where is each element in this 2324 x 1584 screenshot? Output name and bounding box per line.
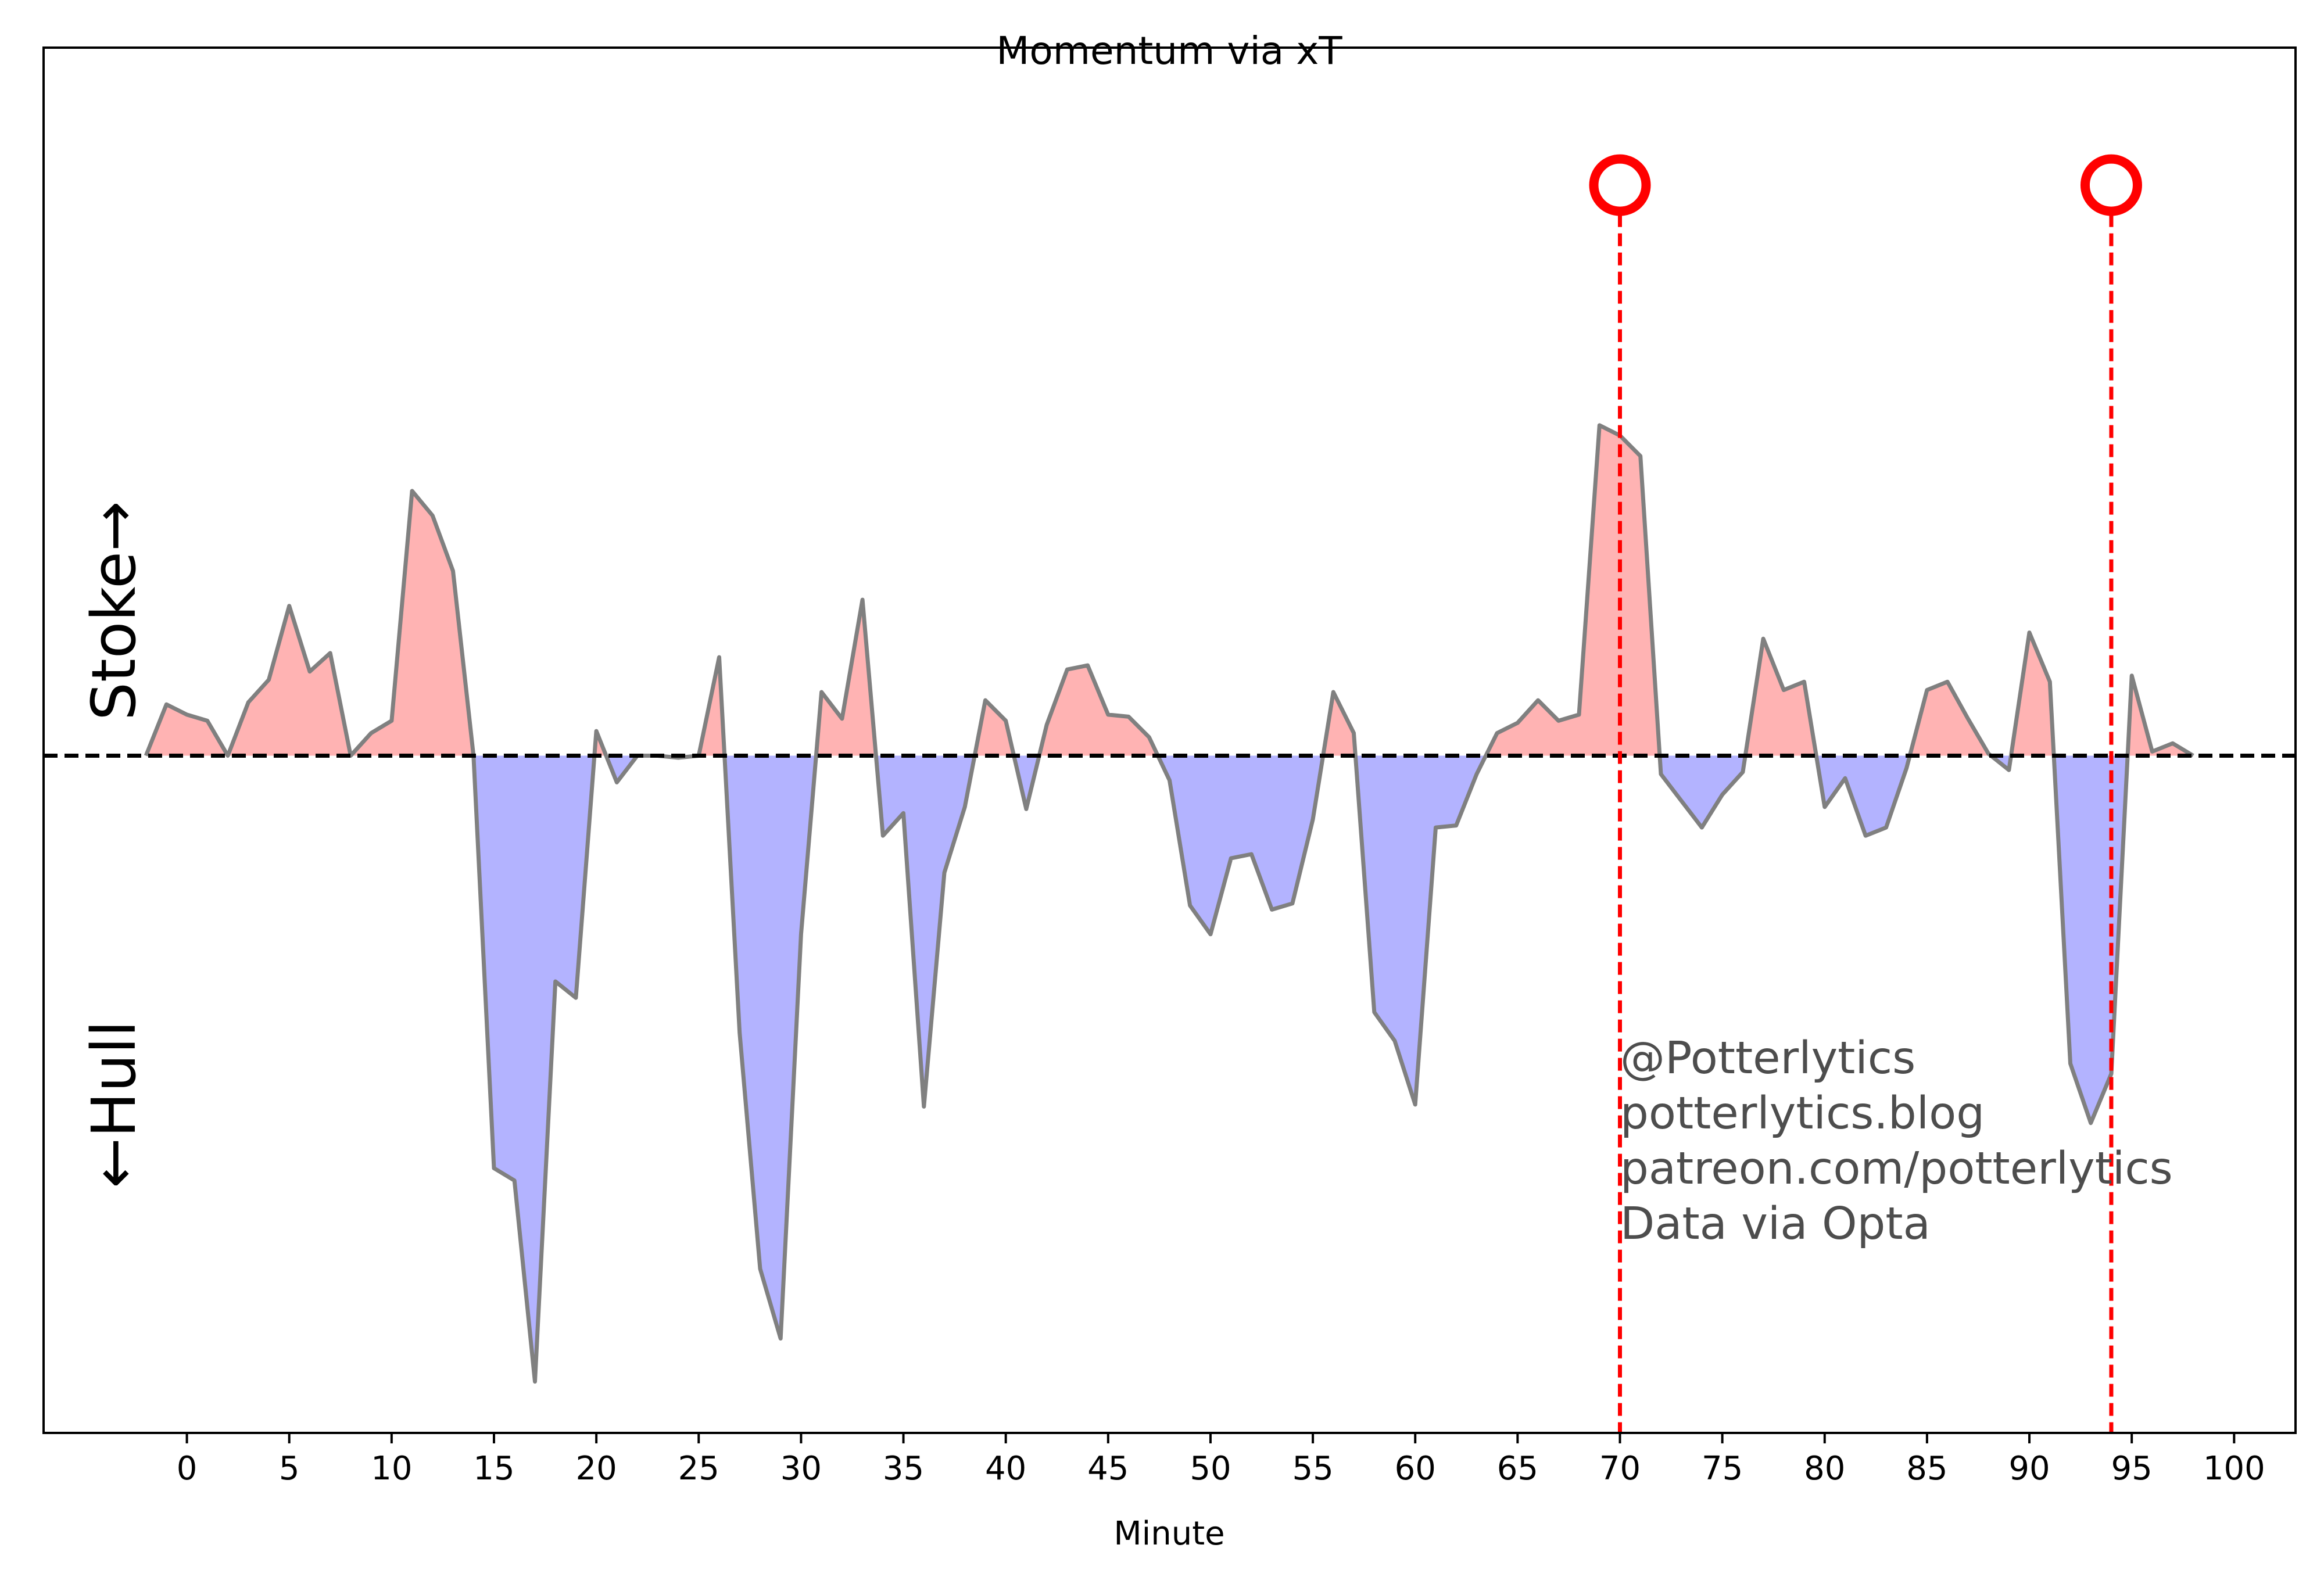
x-axis-ticks: 0 5 10 15 20 25 30 35 40 45 50 55 60 65 70 75 80 85 90 95 10…	[177, 1433, 2265, 1488]
stoke-area-9	[816, 600, 876, 756]
hull-area-3	[473, 755, 595, 1382]
x-tick-label: 95	[2111, 1450, 2153, 1488]
chart-title: Momentum via xT	[996, 28, 1342, 73]
team-label-hull: ←Hull	[78, 1020, 149, 1188]
hull-area-12	[1014, 755, 1040, 809]
stoke-area-1	[228, 605, 351, 756]
x-tick-label: 40	[985, 1450, 1026, 1488]
goal-marker-1	[2080, 154, 2142, 216]
credit-blog: potterlytics.blog	[1620, 1088, 1985, 1139]
hull-area-5	[606, 755, 638, 783]
area-fills	[146, 425, 2193, 1382]
stoke-area-19	[1745, 639, 1817, 756]
x-axis-label: Minute	[1113, 1515, 1224, 1553]
stoke-area-13	[1039, 665, 1158, 756]
x-tick-label: 20	[576, 1450, 617, 1488]
stoke-area-17	[1485, 425, 1660, 756]
x-tick-label: 15	[473, 1450, 514, 1488]
stoke-area-25	[2128, 675, 2193, 756]
x-tick-label: 35	[883, 1450, 924, 1488]
team-label-stoke: Stoke→	[78, 501, 149, 721]
goal-marker-0	[1589, 154, 1651, 216]
hull-area-8	[724, 755, 817, 1339]
x-tick-label: 10	[371, 1450, 412, 1488]
stoke-area-2	[350, 490, 474, 756]
x-tick-label: 55	[1292, 1450, 1333, 1488]
x-tick-label: 75	[1702, 1450, 1743, 1488]
x-tick-label: 45	[1087, 1450, 1129, 1488]
plot-frame	[42, 46, 2297, 1434]
hull-area-14	[1158, 755, 1323, 934]
x-tick-label: 90	[2008, 1450, 2050, 1488]
hull-area-20	[1816, 755, 1910, 836]
credits: @Potterlytics potterlytics.blog patreon.…	[1620, 1033, 2173, 1250]
hull-area-24	[2054, 755, 2128, 1123]
credit-patreon: patreon.com/potterlytics	[1620, 1143, 2173, 1195]
hull-area-18	[1659, 755, 1746, 828]
plot-area	[44, 154, 2296, 1433]
x-tick-label: 5	[279, 1450, 300, 1488]
x-tick-label: 25	[678, 1450, 719, 1488]
x-tick-label: 65	[1497, 1450, 1538, 1488]
stoke-area-0	[146, 704, 228, 756]
x-tick-label: 100	[2203, 1450, 2265, 1488]
x-tick-label: 80	[1804, 1450, 1845, 1488]
x-tick-label: 0	[177, 1450, 198, 1488]
x-tick-label: 30	[780, 1450, 822, 1488]
credit-twitter: @Potterlytics	[1620, 1033, 1915, 1084]
hull-area-16	[1355, 755, 1486, 1105]
goal-markers	[1589, 154, 2142, 1433]
x-tick-label: 50	[1190, 1450, 1231, 1488]
stoke-area-23	[2011, 632, 2054, 756]
momentum-line	[144, 423, 2194, 1384]
stoke-area-21	[1910, 682, 1991, 756]
x-tick-label: 85	[1906, 1450, 1947, 1488]
hull-area-10	[876, 755, 975, 1107]
credit-data-source: Data via Opta	[1620, 1198, 1931, 1250]
x-tick-label: 60	[1395, 1450, 1436, 1488]
x-tick-label: 70	[1599, 1450, 1641, 1488]
